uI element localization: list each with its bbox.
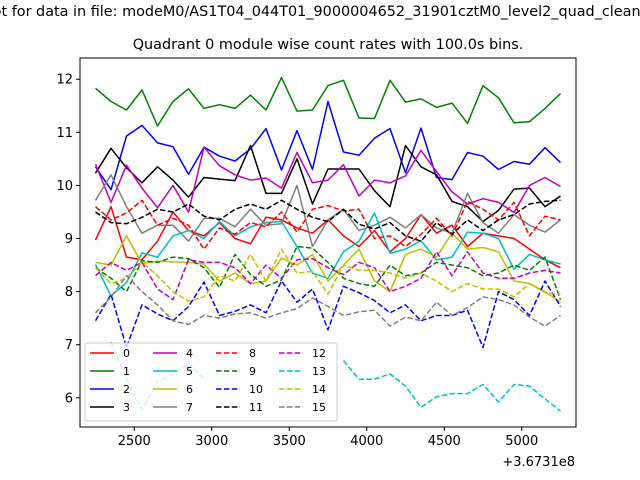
x-tick-label: 3000 bbox=[195, 434, 228, 449]
legend-label-5: 5 bbox=[186, 365, 193, 378]
x-tick-label: 5000 bbox=[505, 434, 538, 449]
legend-label-4: 4 bbox=[186, 347, 193, 360]
axes-frame bbox=[79, 57, 577, 428]
y-tick-label: 10 bbox=[56, 179, 73, 194]
y-tick-label: 9 bbox=[65, 232, 73, 247]
x-offset-label: +3.6731e8 bbox=[502, 455, 575, 470]
y-tick-label: 6 bbox=[65, 391, 73, 406]
legend-label-6: 6 bbox=[186, 383, 193, 396]
legend-label-11: 11 bbox=[249, 401, 263, 414]
series-line-7 bbox=[94, 174, 561, 248]
legend-label-0: 0 bbox=[123, 347, 130, 360]
x-axis: 2500 3000 3500 4000 4500 5000 bbox=[118, 427, 538, 449]
legend-label-15: 15 bbox=[312, 401, 326, 414]
legend-label-10: 10 bbox=[249, 383, 263, 396]
series-line-8 bbox=[95, 199, 561, 250]
series-line-9 bbox=[95, 245, 562, 300]
series-line-13 bbox=[342, 360, 561, 412]
legend-label-2: 2 bbox=[123, 383, 130, 396]
legend-label-9: 9 bbox=[249, 365, 256, 378]
x-tick-label: 4500 bbox=[428, 434, 461, 449]
figure-suptitle: Plot for data in file: modeM0/AS1T04_044… bbox=[0, 4, 640, 20]
y-tick-label: 8 bbox=[65, 285, 73, 300]
legend-frame bbox=[84, 342, 338, 422]
legend-label-1: 1 bbox=[123, 365, 130, 378]
y-tick-label: 11 bbox=[56, 126, 73, 141]
legend-label-12: 12 bbox=[312, 347, 326, 360]
series-line-11 bbox=[95, 199, 561, 242]
y-axis: 6 7 8 9 10 11 12 bbox=[56, 73, 80, 406]
x-tick-label: 4000 bbox=[350, 434, 383, 449]
series-line-12 bbox=[95, 251, 561, 301]
x-tick-label: 3500 bbox=[273, 434, 306, 449]
series-line-4 bbox=[94, 146, 561, 214]
chart-title: Quadrant 0 module wise count rates with … bbox=[133, 37, 524, 53]
legend-label-8: 8 bbox=[249, 347, 256, 360]
y-tick-label: 7 bbox=[65, 338, 73, 353]
legend-label-3: 3 bbox=[123, 401, 130, 414]
series-line-14 bbox=[94, 248, 561, 302]
series-layer bbox=[94, 76, 562, 412]
series-line-5 bbox=[94, 212, 561, 297]
series-line-6 bbox=[95, 232, 561, 303]
legend-label-13: 13 bbox=[312, 365, 326, 378]
series-line-10 bbox=[94, 280, 562, 349]
series-line-2 bbox=[94, 100, 562, 191]
legend-label-7: 7 bbox=[186, 401, 193, 414]
x-tick-label: 2500 bbox=[118, 434, 151, 449]
series-line-15 bbox=[94, 274, 561, 327]
series-line-1 bbox=[95, 76, 562, 127]
plot-area bbox=[79, 57, 577, 428]
y-tick-label: 12 bbox=[56, 73, 73, 88]
legend-label-14: 14 bbox=[312, 383, 326, 396]
